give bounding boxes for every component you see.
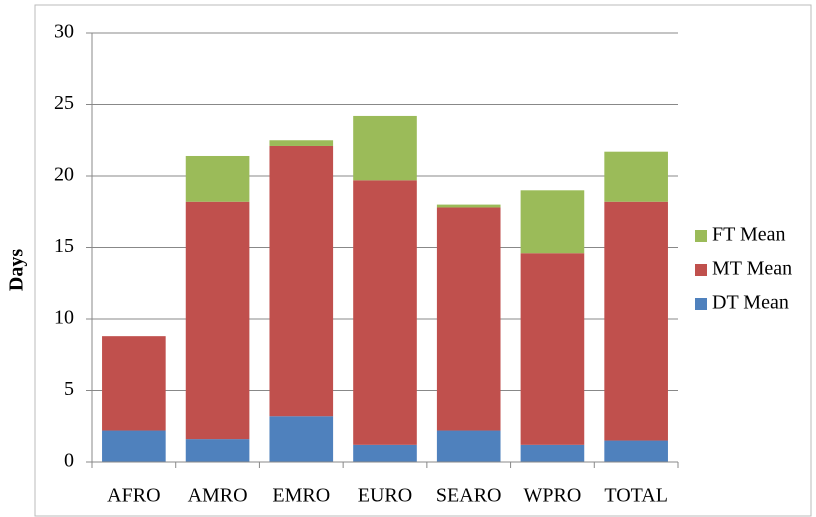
legend-label: MT Mean [712,258,792,280]
bar-segment [185,439,250,462]
x-tick-label: SEARO [436,485,502,507]
bar-segment [604,440,668,462]
x-tick-label: AMRO [188,485,248,507]
legend-swatch [695,230,707,242]
y-tick-label: 15 [54,235,74,257]
y-tick-label: 25 [54,92,74,114]
y-tick-label: 30 [54,21,74,43]
legend-label: FT Mean [712,224,786,246]
x-tick-label: TOTAL [604,485,668,507]
bar-segment [269,140,334,146]
y-tick-label: 0 [64,450,74,472]
bar-segment [604,201,668,441]
bar-segment [436,430,501,462]
bar-segment [436,207,501,431]
bar-segment [436,204,501,208]
legend-label: DT Mean [712,292,789,314]
x-tick-label: AFRO [107,485,160,507]
x-tick-label: EURO [358,485,412,507]
x-tick-label: EMRO [272,485,330,507]
bar-segment [102,336,166,431]
bar-segment [353,115,417,181]
y-tick-label: 20 [54,164,74,186]
bar-segment [269,416,334,462]
legend-swatch [695,298,707,310]
bar-segment [102,430,166,462]
x-tick-label: WPRO [524,485,582,507]
bar-segment [269,145,334,417]
chart-border [34,4,812,517]
bar-segment [520,190,585,254]
bar-segment [185,155,250,202]
y-tick-label: 5 [64,378,74,400]
bar-segment [353,180,417,445]
legend-swatch [695,264,707,276]
y-tick-label: 10 [54,307,74,329]
bar-segment [353,444,417,462]
y-axis-label: Days [6,249,28,291]
bar-segment [520,444,585,462]
bar-segment [520,253,585,445]
bar-segment [185,201,250,440]
bar-segment [604,151,668,202]
